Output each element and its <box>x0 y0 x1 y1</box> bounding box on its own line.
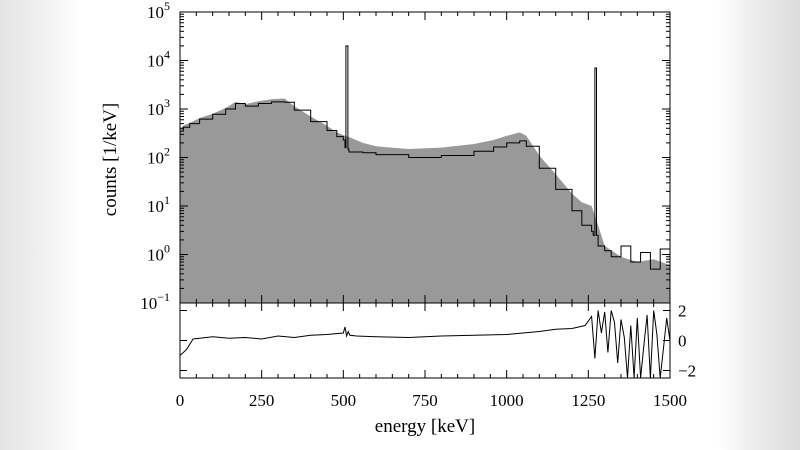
y-axis-title: counts [1/keV] <box>100 103 121 216</box>
x-tick-label: 1250 <box>571 391 605 410</box>
y-tick-label: 103 <box>147 96 170 119</box>
model-area <box>180 98 670 303</box>
x-axis-title: energy [keV] <box>375 416 475 437</box>
y-tick-label: 10−1 <box>140 290 170 313</box>
left-blur-margin <box>0 0 82 450</box>
residual-y-tick-label: −2 <box>678 362 696 381</box>
x-tick-label: 500 <box>331 391 357 410</box>
x-tick-label: 1000 <box>490 391 524 410</box>
y-tick-label: 100 <box>147 242 170 265</box>
axis-ticks <box>179 12 671 378</box>
residual-plot-area <box>180 310 670 378</box>
residual-y-tick-label: 0 <box>678 332 687 351</box>
y-tick-label: 102 <box>147 145 170 168</box>
x-tick-label: 750 <box>412 391 438 410</box>
residual-y-tick-label: 2 <box>678 302 687 321</box>
y-tick-label: 105 <box>147 0 170 22</box>
x-tick-label: 1500 <box>653 391 687 410</box>
right-blur-margin <box>718 0 800 450</box>
x-tick-label: 0 <box>176 391 185 410</box>
axis-labels: 0 250 500 750 1000 1250 1500105104103102101100… <box>100 0 696 437</box>
y-tick-label: 104 <box>147 48 170 71</box>
y-tick-label: 101 <box>147 193 170 216</box>
x-tick-label: 250 <box>249 391 275 410</box>
data-step-line <box>180 45 670 270</box>
main-plot-area <box>180 45 670 303</box>
residual-line <box>180 310 670 378</box>
